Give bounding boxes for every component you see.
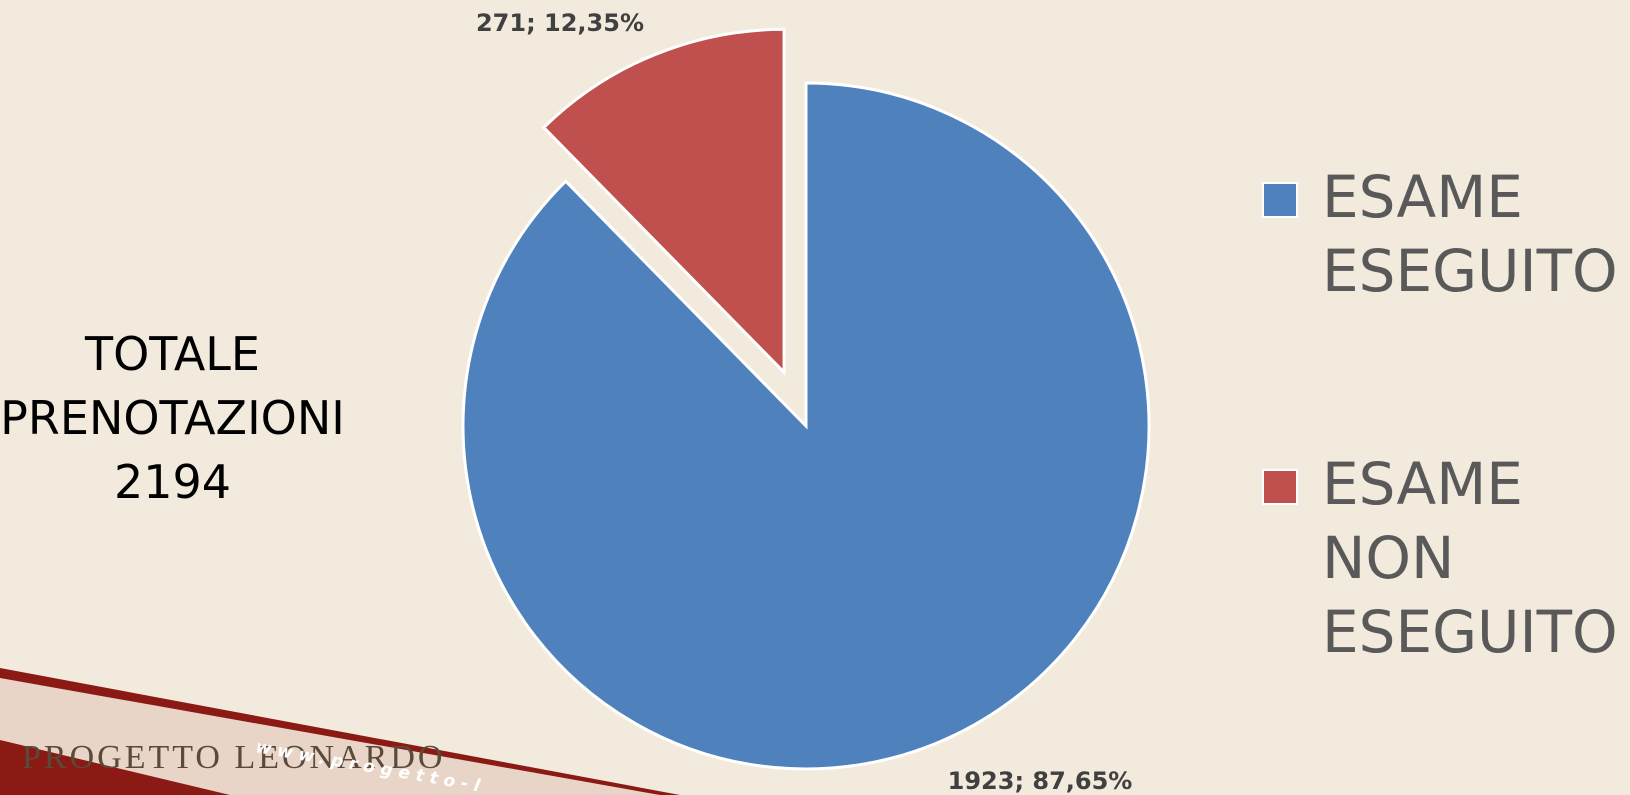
legend-item: ESAME ESEGUITO [1262, 160, 1622, 308]
data-label: 271; 12,35% [476, 9, 644, 37]
data-label: 1923; 87,65% [948, 767, 1133, 795]
total-value: 2194 [113, 455, 232, 509]
annotation-text: TOTALE PRENOTAZIONI [0, 327, 345, 445]
pie-slice [541, 27, 786, 376]
legend-label: ESAME ESEGUITO [1322, 163, 1618, 305]
legend-swatch [1262, 182, 1298, 218]
legend-item: ESAME NON ESEGUITO [1262, 447, 1622, 669]
legend-swatch [1262, 469, 1298, 505]
pie-slice [461, 81, 1151, 771]
logo-wedge-inner [0, 678, 660, 795]
logo-band [0, 668, 680, 795]
legend-label: ESAME NON ESEGUITO [1322, 450, 1618, 666]
total-annotation: TOTALE PRENOTAZIONI 2194 [0, 322, 345, 514]
logo-name: PROGETTO LEONARDO [22, 739, 445, 776]
logo-emblem [0, 747, 16, 783]
